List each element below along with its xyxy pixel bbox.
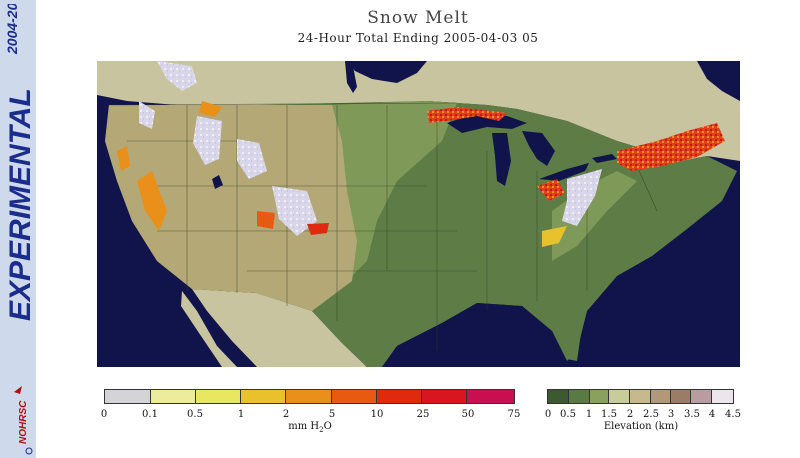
sidebar-banner: 2004-2005 EXPERIMENTAL NOHRSC <box>0 0 36 458</box>
lake-ontario <box>592 154 617 163</box>
melt-tick: 10 <box>370 409 384 420</box>
florida <box>547 299 582 361</box>
melt-unit-subscript: 2 <box>319 426 324 434</box>
map-subtitle: 24-Hour Total Ending 2005-04-03 05 <box>297 31 539 45</box>
melt-swatch <box>422 390 468 403</box>
melt-tick: 50 <box>461 409 475 420</box>
lake-winnipeg <box>345 61 357 93</box>
melt-swatch <box>286 390 332 403</box>
elevation-swatch <box>568 390 590 403</box>
elevation-swatch <box>548 390 569 403</box>
melt-unit-label: mm H2O <box>288 421 332 434</box>
map-title: Snow Melt <box>367 8 469 28</box>
experimental-text: EXPERIMENTAL <box>4 88 34 321</box>
elevation-tick: 1 <box>585 409 593 420</box>
lake-huron <box>522 131 555 166</box>
appalachian-highlands <box>552 171 637 261</box>
nohrsc-logo: NOHRSC <box>14 386 33 455</box>
elevation-tick: 2 <box>626 409 634 420</box>
logo-text: NOHRSC <box>18 400 29 444</box>
melt-tick: 25 <box>416 409 430 420</box>
melt-tick: 5 <box>328 409 336 420</box>
melt-colorbar <box>104 389 515 404</box>
svg-text:2004-2005: 2004-2005 <box>4 4 20 55</box>
melt-swatch <box>150 390 196 403</box>
elevation-swatch <box>712 390 734 403</box>
lake-erie <box>539 163 589 181</box>
melt-swatch <box>331 390 377 403</box>
lake-michigan <box>492 133 511 186</box>
baja-peninsula <box>181 291 237 367</box>
melt-swatch <box>376 390 423 403</box>
elevation-swatch <box>630 390 651 403</box>
melt-swatch <box>105 390 151 403</box>
western-highlands <box>105 105 357 311</box>
melt-swatch <box>467 390 515 403</box>
lake-superior <box>447 113 527 133</box>
elevation-tick: 1.5 <box>601 409 617 420</box>
elevation-unit-label: Elevation (km) <box>603 421 679 432</box>
elevation-swatch <box>691 390 713 403</box>
elevation-tick: 3 <box>667 409 675 420</box>
melt-tick: 75 <box>507 409 521 420</box>
melt-unit-text: mm H <box>288 421 320 432</box>
melt-swatch <box>241 390 287 403</box>
snow-melt-areas <box>117 101 725 247</box>
experimental-label: EXPERIMENTAL <box>4 88 34 321</box>
melt-tick: 0 <box>100 409 108 420</box>
snow-melt-map <box>97 61 740 367</box>
snow-cover <box>139 61 602 236</box>
elevation-swatch <box>589 390 610 403</box>
mexico-land <box>192 289 367 367</box>
elevation-swatch <box>609 390 631 403</box>
melt-tick: 2 <box>282 409 290 420</box>
elevation-colorbar <box>547 389 734 404</box>
elevation-swatch <box>670 390 692 403</box>
elevation-tick: 4.5 <box>725 409 741 420</box>
elevation-tick: 4 <box>708 409 716 420</box>
melt-tick: 0.1 <box>142 409 158 420</box>
gulf-of-mexico <box>382 303 567 367</box>
melt-tick: 1 <box>237 409 245 420</box>
canada-land <box>97 61 740 161</box>
elevation-tick: 0 <box>544 409 552 420</box>
hudson-bay <box>347 61 427 83</box>
melt-unit-tail: O <box>323 421 332 432</box>
elevation-tick: 3.5 <box>684 409 700 420</box>
year-range-text: 2004-2005 <box>4 4 20 55</box>
great-salt-lake <box>212 175 223 189</box>
melt-tick: 0.5 <box>187 409 203 420</box>
elevation-tick: 2.5 <box>643 409 659 420</box>
elevation-swatch <box>650 390 671 403</box>
year-label: 2004-2005 <box>4 4 20 55</box>
elevation-tick: 0.5 <box>560 409 576 420</box>
melt-swatch <box>195 390 242 403</box>
north-atlantic <box>697 61 740 101</box>
